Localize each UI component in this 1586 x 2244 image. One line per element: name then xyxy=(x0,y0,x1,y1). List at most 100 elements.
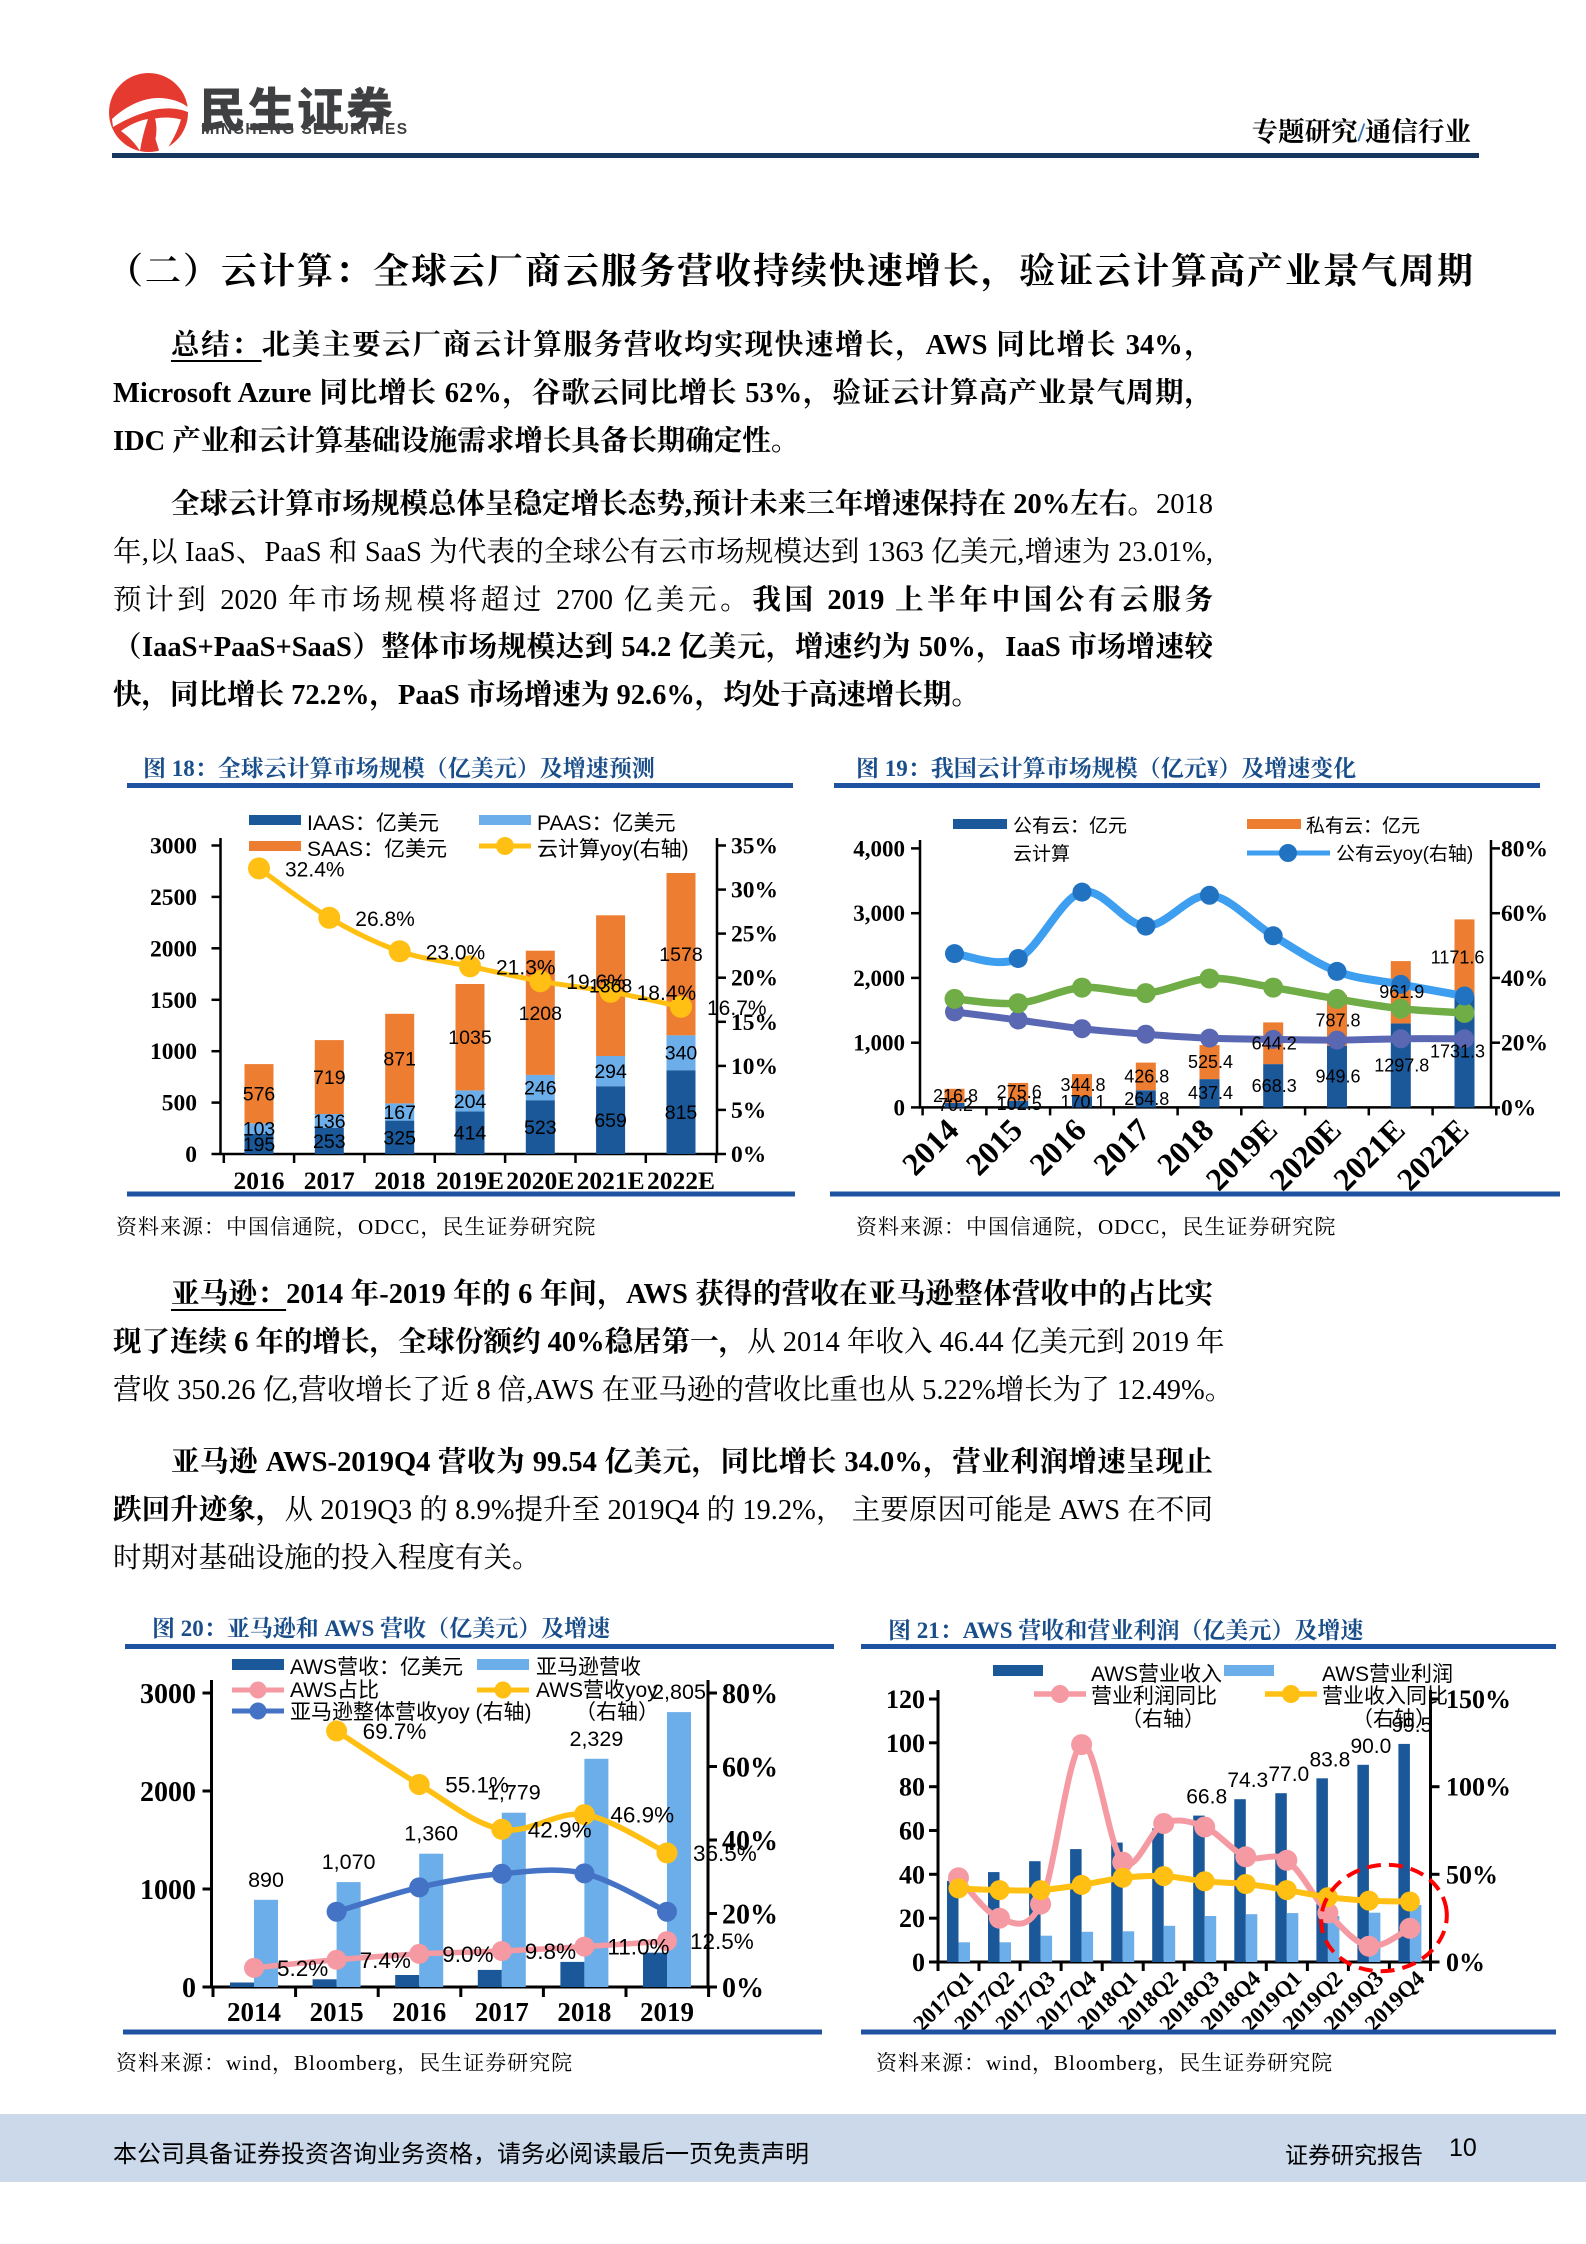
svg-text:2018: 2018 xyxy=(374,1166,425,1195)
svg-text:0%: 0% xyxy=(1501,1095,1536,1121)
svg-text:2020E: 2020E xyxy=(1262,1111,1348,1197)
svg-text:AWS营业收入: AWS营业收入 xyxy=(1091,1663,1222,1686)
svg-text:2017: 2017 xyxy=(304,1166,355,1195)
svg-text:195: 195 xyxy=(243,1134,276,1156)
svg-text:2017: 2017 xyxy=(475,1997,529,2027)
svg-text:IAAS：亿美元: IAAS：亿美元 xyxy=(307,812,439,835)
svg-text:523: 523 xyxy=(524,1117,557,1139)
svg-text:66.8: 66.8 xyxy=(1186,1786,1227,1809)
svg-text:3000: 3000 xyxy=(150,834,197,860)
svg-text:100: 100 xyxy=(886,1729,925,1758)
svg-text:2019: 2019 xyxy=(640,1997,694,2027)
svg-text:2014: 2014 xyxy=(895,1111,966,1182)
svg-text:787.8: 787.8 xyxy=(1315,1010,1360,1030)
svg-text:1,360: 1,360 xyxy=(404,1822,458,1846)
svg-text:1578: 1578 xyxy=(659,944,702,966)
svg-text:60: 60 xyxy=(899,1817,925,1846)
svg-text:SAAS：亿美元: SAAS：亿美元 xyxy=(307,838,447,861)
svg-text:9.8%: 9.8% xyxy=(525,1939,576,1964)
svg-text:80: 80 xyxy=(899,1773,925,1802)
svg-text:264.8: 264.8 xyxy=(1124,1089,1169,1109)
svg-text:80%: 80% xyxy=(1501,836,1548,862)
svg-text:344.8: 344.8 xyxy=(1060,1075,1105,1095)
svg-text:340: 340 xyxy=(665,1043,698,1065)
svg-text:20%: 20% xyxy=(722,1900,778,1931)
svg-text:1,000: 1,000 xyxy=(853,1031,905,1056)
svg-text:16.7%: 16.7% xyxy=(707,997,767,1020)
svg-text:426.8: 426.8 xyxy=(1124,1066,1169,1086)
svg-text:0: 0 xyxy=(894,1095,906,1120)
svg-text:60%: 60% xyxy=(1501,901,1548,927)
svg-text:公有云：亿元: 公有云：亿元 xyxy=(1013,815,1127,837)
svg-text:1208: 1208 xyxy=(519,1003,562,1025)
svg-text:2018: 2018 xyxy=(557,1997,611,2027)
svg-text:0%: 0% xyxy=(731,1142,766,1168)
svg-text:70.2: 70.2 xyxy=(938,1095,973,1115)
svg-text:69.7%: 69.7% xyxy=(363,1719,427,1744)
svg-text:77.0: 77.0 xyxy=(1268,1763,1309,1786)
svg-text:2016: 2016 xyxy=(392,1997,446,2027)
svg-text:1000: 1000 xyxy=(150,1039,197,1065)
svg-text:1368: 1368 xyxy=(589,976,632,998)
svg-text:40%: 40% xyxy=(722,1826,778,1857)
svg-text:AWS占比: AWS占比 xyxy=(290,1679,379,1702)
svg-text:1297.8: 1297.8 xyxy=(1374,1055,1429,1075)
svg-text:（右轴）: （右轴） xyxy=(575,1701,659,1724)
svg-text:2022E: 2022E xyxy=(647,1166,715,1195)
svg-text:20%: 20% xyxy=(731,966,778,992)
svg-text:525.4: 525.4 xyxy=(1188,1052,1233,1072)
svg-text:2500: 2500 xyxy=(150,885,197,911)
svg-text:2014: 2014 xyxy=(227,1997,281,2027)
svg-text:云计算yoy(右轴): 云计算yoy(右轴) xyxy=(537,838,689,861)
svg-text:414: 414 xyxy=(454,1123,487,1145)
svg-text:2020E: 2020E xyxy=(506,1166,574,1195)
svg-text:2015: 2015 xyxy=(958,1111,1029,1182)
svg-text:500: 500 xyxy=(162,1091,197,1117)
svg-text:私有云：亿元: 私有云：亿元 xyxy=(1306,815,1420,837)
svg-text:9.0%: 9.0% xyxy=(442,1942,493,1967)
svg-text:5%: 5% xyxy=(731,1098,766,1124)
svg-text:公有云yoy(右轴): 公有云yoy(右轴) xyxy=(1336,843,1473,865)
svg-text:42.9%: 42.9% xyxy=(528,1817,592,1842)
svg-text:2,805: 2,805 xyxy=(652,1680,706,1704)
svg-text:25%: 25% xyxy=(731,922,778,948)
svg-text:55.1%: 55.1% xyxy=(445,1773,509,1798)
svg-text:0: 0 xyxy=(912,1948,925,1977)
svg-text:15%: 15% xyxy=(731,1010,778,1036)
svg-text:7.4%: 7.4% xyxy=(360,1948,411,1973)
svg-text:26.8%: 26.8% xyxy=(355,908,415,931)
svg-text:50%: 50% xyxy=(1446,1860,1498,1889)
svg-text:659: 659 xyxy=(594,1110,627,1132)
svg-text:815: 815 xyxy=(665,1102,698,1124)
svg-text:644.2: 644.2 xyxy=(1252,1033,1297,1053)
svg-text:2000: 2000 xyxy=(140,1777,196,1808)
svg-text:1,779: 1,779 xyxy=(487,1781,541,1805)
svg-text:0: 0 xyxy=(182,1973,196,2004)
svg-text:营业收入同比: 营业收入同比 xyxy=(1322,1685,1448,1708)
svg-text:204: 204 xyxy=(454,1091,487,1113)
svg-text:21.3%: 21.3% xyxy=(496,956,556,979)
svg-text:4,000: 4,000 xyxy=(853,836,905,861)
svg-text:294: 294 xyxy=(594,1061,627,1083)
svg-text:AWS营收：亿美元: AWS营收：亿美元 xyxy=(290,1656,463,1679)
svg-text:103: 103 xyxy=(243,1119,276,1141)
svg-text:80%: 80% xyxy=(722,1679,778,1710)
svg-text:83.8: 83.8 xyxy=(1309,1748,1350,1771)
svg-text:1171.6: 1171.6 xyxy=(1431,947,1485,967)
svg-text:74.3: 74.3 xyxy=(1227,1769,1268,1792)
svg-text:253: 253 xyxy=(313,1131,346,1153)
svg-text:2016: 2016 xyxy=(1022,1111,1093,1182)
svg-text:亚马逊整体营收yoy (右轴): 亚马逊整体营收yoy (右轴) xyxy=(290,1701,532,1724)
svg-text:2000: 2000 xyxy=(150,936,197,962)
svg-text:576: 576 xyxy=(243,1084,276,1106)
svg-text:961.9: 961.9 xyxy=(1379,982,1424,1002)
svg-text:3,000: 3,000 xyxy=(853,901,905,926)
svg-text:30%: 30% xyxy=(731,878,778,904)
svg-text:719: 719 xyxy=(313,1067,346,1089)
svg-text:36.5%: 36.5% xyxy=(693,1841,757,1866)
svg-text:营业利润同比: 营业利润同比 xyxy=(1091,1685,1217,1708)
svg-text:10%: 10% xyxy=(731,1054,778,1080)
svg-text:（右轴）: （右轴） xyxy=(1121,1708,1205,1731)
svg-text:0: 0 xyxy=(185,1142,197,1168)
svg-text:40%: 40% xyxy=(1501,966,1548,992)
